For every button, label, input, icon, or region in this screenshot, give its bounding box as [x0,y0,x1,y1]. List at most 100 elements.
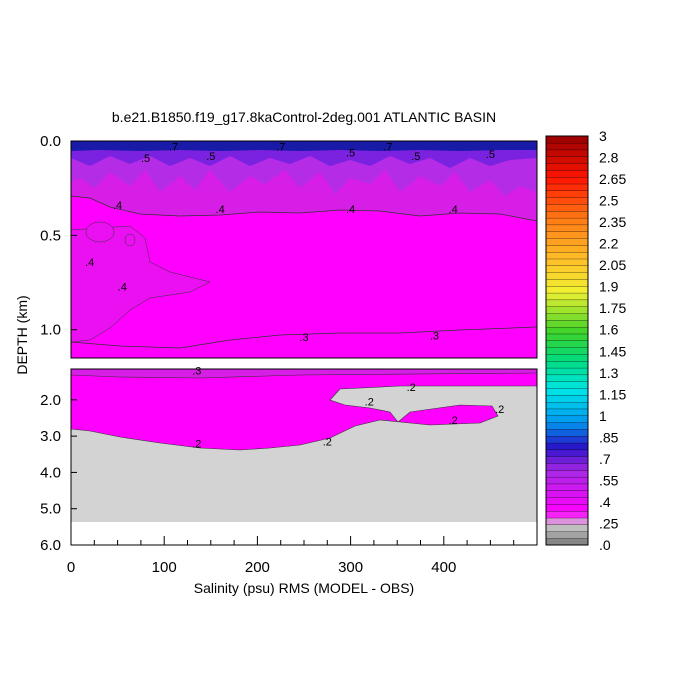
colorbar-band [545,408,589,416]
colorbar-band [545,456,589,464]
colorbar-band [545,197,589,205]
x-tick-label: 0 [67,559,75,576]
colorbar-band [545,490,589,498]
colorbar-tick-label: 2.5 [599,193,619,209]
colorbar-band [545,163,589,171]
colorbar-band [545,442,589,451]
colorbar-band [545,469,589,478]
contour-label: .4 [85,257,94,269]
y-tick-label: 2.0 [40,392,61,409]
contour-labels: .5 .5 .5 .5 .5 .7 .7 .7 .4 .4 .4 .4 .4 .4 .3 .3 .3 .2 .2 .2… [85,142,504,451]
colorbar-tick-label: 2.35 [599,214,626,230]
colorbar-band [545,415,589,423]
colorbar-band [545,367,589,376]
upper-panel-frame [70,140,538,359]
contour-label: .2 [449,415,458,427]
colorbar-band [545,463,589,471]
colorbar-band [545,340,589,348]
contour-label: .4 [113,200,122,212]
colorbar-band [545,360,589,369]
colorbar-band [545,476,589,485]
colorbar-tick-label: 2.2 [599,236,619,252]
lower-contour-region-main [70,368,538,451]
contour-label: .2 [365,397,374,409]
colorbar-band [545,483,589,491]
colorbar-tick-label: 1.15 [599,386,626,402]
colorbar-band [545,313,589,321]
colorbar-tick-label: 2.05 [599,257,626,273]
y-tick-labels: 0.0 0.5 1.0 2.0 3.0 4.0 5.0 6.0 [40,133,77,554]
colorbar-tick-label: .55 [599,472,619,488]
colorbar-band [545,510,589,519]
upper-contour-island-2 [124,233,136,247]
contour-label: .3 [192,365,201,377]
colorbar-band [545,381,589,389]
contour-label: .4 [216,204,225,216]
colorbar-band [545,285,589,294]
upper-panel [70,140,538,359]
lower-contour-line-03 [70,372,538,379]
colorbar-band [545,388,589,396]
contour-label: .5 [486,149,495,161]
colorbar-band [545,169,589,178]
colorbar-band [545,401,589,410]
colorbar-tick-label: .0 [599,537,611,553]
colorbar-band [545,306,589,314]
lower-contour-region-top [71,369,537,378]
colorbar-band [545,524,589,532]
x-tick-label: 300 [338,559,363,576]
contour-label: .4 [449,204,458,216]
colorbar-band [545,176,589,185]
y-tick-label: 0.5 [40,227,61,244]
y-tick-label: 3.0 [40,428,61,445]
contour-label: .3 [299,332,308,344]
colorbar-band [545,435,589,444]
colorbar-band [545,183,589,191]
upper-contour-region-surface [71,141,537,151]
contour-label: .2 [407,382,416,394]
lower-panel [70,368,538,546]
x-tick-label: 400 [431,559,456,576]
colorbar-band [545,428,589,437]
upper-contour-island-1 [85,221,115,243]
colorbar-band [545,326,589,335]
colorbar-tick-label: 1.9 [599,279,619,295]
contour-label: .5 [411,151,420,163]
contour-label: .7 [169,142,178,154]
contour-label: .2 [495,404,504,416]
colorbar-band [545,503,589,512]
colorbar-band [545,531,589,539]
colorbar-band [545,244,589,253]
colorbar-tick-label: 1 [599,408,607,424]
contour-label: .7 [383,142,392,154]
colorbar-band [545,135,589,144]
upper-contour-line-03 [70,326,538,349]
colorbar-tick-label: 1.75 [599,300,626,316]
colorbar-band [545,210,589,219]
colorbar-tick-label: .25 [599,515,619,531]
colorbar-tick-label: 1.6 [599,322,619,338]
colorbar-band [545,497,589,505]
contour-label: .5 [346,147,355,159]
colorbar-band [545,353,589,362]
y-axis-label: DEPTH (km) [14,295,30,374]
chart-title: b.e21.B1850.f19_g17.8kaControl-2deg.001 … [112,109,496,125]
colorbar-band [545,238,589,246]
colorbar-band [545,204,589,212]
contour-label: .2 [192,438,201,450]
colorbar-band [545,299,589,307]
colorbar-band [545,538,589,546]
upper-contour-region-west [70,225,211,343]
colorbar-band [545,258,589,266]
contour-label: .4 [346,204,355,216]
lower-ocean-floor [71,522,537,545]
contour-label: .5 [141,153,150,165]
colorbar-band [545,422,589,430]
contour-label: .5 [206,151,215,163]
colorbar-band [545,394,589,403]
contour-label: .4 [118,281,127,293]
colorbar-band [545,142,589,151]
colorbar-band [545,333,589,341]
colorbar-band [545,251,589,260]
